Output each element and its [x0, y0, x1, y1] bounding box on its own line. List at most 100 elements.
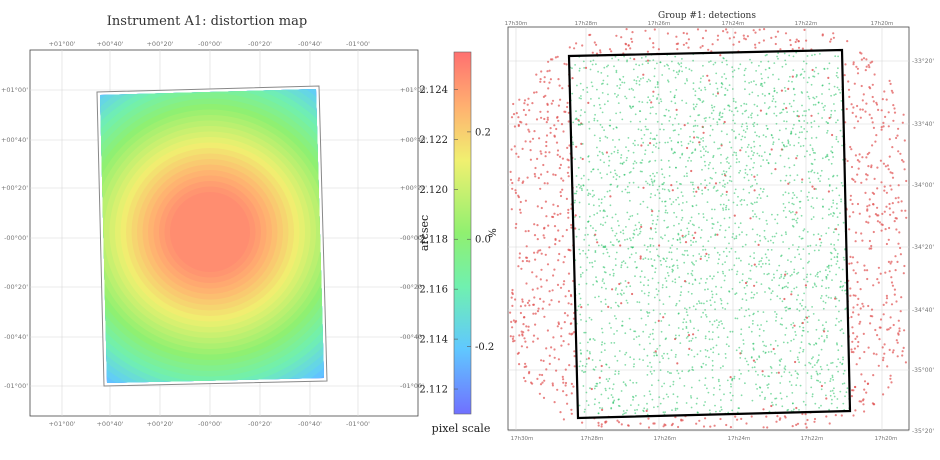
- detection-point-outside: [865, 65, 868, 68]
- detection-point-inside: [694, 124, 697, 127]
- detection-point-inside: [710, 290, 713, 293]
- detection-point-inside: [782, 241, 784, 243]
- detection-point-inside: [843, 369, 846, 372]
- detection-point-inside: [837, 358, 840, 361]
- detection-point-inside: [783, 52, 786, 55]
- detection-point-inside: [705, 252, 708, 255]
- detection-point-inside: [617, 240, 620, 243]
- detection-point-inside: [785, 63, 787, 66]
- detection-point-inside: [580, 109, 583, 111]
- detection-point-inside: [755, 281, 758, 284]
- detection-point-outside: [850, 165, 854, 169]
- detection-point-inside: [613, 65, 615, 68]
- map-ytick-right: +01°00': [400, 86, 427, 94]
- detection-point-outside: [536, 238, 539, 241]
- detection-point-inside: [728, 162, 730, 165]
- detection-point-outside: [796, 422, 800, 425]
- detection-point-inside: [802, 308, 805, 310]
- detection-point-inside: [582, 60, 585, 63]
- detection-point-inside: [839, 91, 842, 94]
- detection-point-inside: [825, 121, 828, 123]
- detection-point-outside: [627, 424, 630, 427]
- detection-point-outside: [542, 359, 545, 362]
- detection-point-inside: [635, 63, 637, 66]
- detection-point-inside: [624, 239, 626, 241]
- detection-point-inside: [689, 220, 692, 222]
- detection-point-inside: [763, 151, 766, 154]
- detection-point-inside: [750, 297, 753, 299]
- detection-point-inside: [833, 85, 836, 88]
- detection-point-inside: [628, 191, 631, 194]
- detection-point-inside: [785, 216, 787, 219]
- detection-point-inside: [755, 383, 757, 386]
- detection-point-inside: [808, 361, 810, 364]
- detection-point-outside: [789, 39, 792, 42]
- detection-point-inside: [756, 358, 758, 361]
- detection-point-outside: [857, 297, 860, 300]
- detection-point-inside: [587, 233, 589, 236]
- detection-point-inside: [829, 394, 832, 397]
- detection-point-inside: [575, 110, 577, 113]
- detection-point-outside: [859, 108, 862, 111]
- detection-point-inside: [775, 122, 778, 125]
- detection-point-outside: [562, 418, 566, 421]
- detection-point-inside: [704, 309, 706, 311]
- detection-point-inside: [643, 292, 646, 295]
- detection-point-inside: [639, 275, 642, 278]
- colorbar-left-tick-label: 2.124: [419, 85, 448, 96]
- detection-point-inside: [585, 358, 588, 361]
- detection-point-outside: [742, 34, 745, 37]
- detection-point-inside: [580, 306, 583, 309]
- detection-point-inside: [689, 321, 692, 323]
- detection-point-inside: [660, 263, 663, 266]
- detection-point-inside: [599, 381, 601, 384]
- detection-point-inside: [659, 402, 662, 405]
- detection-point-outside: [561, 157, 565, 160]
- detection-point-inside: [787, 140, 790, 143]
- detection-point-inside: [763, 398, 766, 400]
- detection-point-inside: [663, 188, 666, 191]
- detection-point-inside: [831, 146, 834, 148]
- detection-point-inside: [795, 157, 798, 160]
- detection-point-inside: [646, 408, 649, 410]
- detection-point-inside: [683, 261, 686, 264]
- detection-point-outside: [600, 425, 603, 428]
- detection-point-inside: [676, 395, 679, 398]
- detection-point-outside: [543, 315, 546, 318]
- detection-point-outside: [595, 52, 599, 55]
- detection-point-inside: [814, 152, 816, 154]
- detection-point-inside: [690, 386, 693, 389]
- detection-point-outside: [852, 294, 855, 297]
- detection-point-inside: [657, 319, 660, 322]
- detection-point-inside: [665, 286, 668, 289]
- detection-point-inside: [776, 344, 779, 347]
- detection-point-inside: [752, 320, 754, 322]
- detection-point-outside: [550, 102, 553, 105]
- detection-point-inside: [664, 260, 667, 263]
- detection-point-outside: [902, 160, 905, 163]
- detection-point-inside: [594, 296, 596, 299]
- detection-point-inside: [659, 313, 662, 315]
- detection-point-inside: [731, 66, 734, 69]
- detection-point-inside: [579, 349, 582, 352]
- detection-point-inside: [791, 273, 793, 276]
- detection-point-inside: [767, 386, 769, 389]
- detection-point-inside: [656, 171, 658, 174]
- detection-point-outside: [557, 104, 561, 107]
- detection-point-inside: [802, 326, 805, 329]
- detection-point-inside: [772, 141, 775, 144]
- detection-point-inside: [667, 80, 670, 83]
- detection-point-outside: [557, 358, 561, 361]
- detection-point-outside: [560, 177, 563, 180]
- detection-point-inside: [673, 211, 675, 214]
- detection-point-outside: [859, 307, 862, 310]
- detection-point-outside: [529, 140, 532, 143]
- detection-point-outside: [903, 264, 906, 268]
- detection-point-inside: [809, 181, 811, 184]
- detection-point-outside: [825, 415, 828, 418]
- detection-point-inside: [624, 332, 627, 335]
- detection-point-outside: [844, 63, 847, 66]
- detection-point-inside: [770, 371, 773, 374]
- detection-point-outside: [711, 43, 714, 46]
- detection-point-inside: [633, 338, 635, 340]
